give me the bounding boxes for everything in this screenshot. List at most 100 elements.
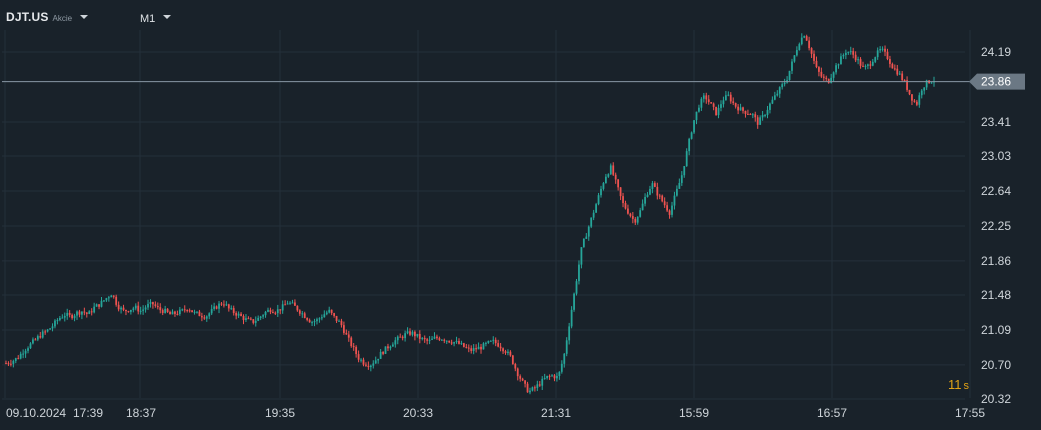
candle-up xyxy=(328,309,331,313)
candle-down xyxy=(634,218,637,223)
price-axis-label: 23.41 xyxy=(981,115,1011,129)
candle-down xyxy=(622,196,624,204)
candle-down xyxy=(818,67,820,72)
candle-down xyxy=(470,348,473,351)
candle-down xyxy=(5,363,7,365)
candle-up xyxy=(568,326,571,341)
candle-up xyxy=(440,339,443,341)
candle-up xyxy=(739,107,742,111)
candle-up xyxy=(649,188,651,195)
candle-up xyxy=(129,309,132,312)
candle-down xyxy=(617,179,620,188)
candle-up xyxy=(110,295,113,298)
candle-up xyxy=(864,65,867,67)
candle-down xyxy=(658,195,661,197)
candle-up xyxy=(88,311,91,315)
price-axis-label: 21.09 xyxy=(981,323,1011,337)
candle-up xyxy=(507,351,509,353)
candle-down xyxy=(732,101,735,103)
candle-up xyxy=(671,205,673,215)
candle-up xyxy=(590,217,593,227)
time-axis-label: 17:39 xyxy=(73,406,103,420)
candle-down xyxy=(854,54,857,61)
candle-up xyxy=(105,298,108,301)
candle-up xyxy=(879,49,882,51)
candle-up xyxy=(58,317,61,321)
candle-down xyxy=(156,305,159,308)
candle-down xyxy=(707,99,710,103)
candle-up xyxy=(120,307,122,310)
timeframe-selector[interactable]: M1 xyxy=(140,13,172,25)
candle-up xyxy=(683,166,686,176)
candle-down xyxy=(382,351,384,354)
time-axis-label: 15:59 xyxy=(679,406,709,420)
candle-up xyxy=(578,264,580,282)
candle-up xyxy=(27,348,29,351)
candle-up xyxy=(134,305,137,309)
candle-up xyxy=(433,336,436,339)
candle-up xyxy=(769,103,771,110)
candle-down xyxy=(521,378,524,381)
candle-down xyxy=(465,346,468,348)
candle-up xyxy=(289,302,291,304)
candle-up xyxy=(795,50,798,56)
candle-down xyxy=(656,186,659,196)
candle-up xyxy=(320,317,323,319)
candle-down xyxy=(494,339,497,344)
chevron-down-icon xyxy=(163,15,172,19)
candle-up xyxy=(609,165,612,175)
candle-up xyxy=(81,311,83,315)
candle-up xyxy=(95,304,98,307)
candle-down xyxy=(663,201,666,206)
candle-up xyxy=(685,151,688,167)
candle-down xyxy=(815,60,818,68)
chart-toolbar: DJT.US Akcie M1 xyxy=(0,0,960,36)
candle-down xyxy=(112,295,115,297)
candle-down xyxy=(247,318,250,320)
candle-down xyxy=(553,375,556,379)
candle-up xyxy=(144,307,147,310)
candle-down xyxy=(862,65,864,67)
candle-down xyxy=(458,341,460,344)
candle-down xyxy=(533,387,536,389)
current-price-tag[interactable] xyxy=(969,73,1025,90)
candle-up xyxy=(49,328,51,330)
candle-up xyxy=(673,195,676,206)
candle-down xyxy=(44,331,47,333)
candle-down xyxy=(519,376,522,379)
candle-up xyxy=(543,378,546,380)
candle-down xyxy=(350,337,353,347)
symbol-selector[interactable]: DJT.US Akcie xyxy=(6,10,89,24)
candle-up xyxy=(651,183,654,189)
candle-down xyxy=(869,64,872,66)
candle-down xyxy=(154,304,157,306)
candle-down xyxy=(399,336,402,338)
candle-down xyxy=(852,51,855,55)
candle-up xyxy=(193,311,196,313)
candle-up xyxy=(132,308,135,310)
candle-down xyxy=(911,94,913,101)
candle-up xyxy=(898,73,901,75)
candle-up xyxy=(783,82,786,85)
candle-up xyxy=(778,87,781,94)
symbol-name: DJT.US xyxy=(6,10,49,24)
candle-up xyxy=(840,56,842,65)
candle-down xyxy=(443,339,446,341)
price-axis-label: 24.19 xyxy=(981,45,1011,59)
candle-down xyxy=(223,304,225,306)
candle-up xyxy=(646,194,649,197)
candle-up xyxy=(51,326,54,329)
candle-down xyxy=(335,315,338,321)
candle-up xyxy=(369,365,372,368)
candle-up xyxy=(639,210,642,217)
time-axis-label: 20:33 xyxy=(403,406,433,420)
candle-down xyxy=(98,304,100,307)
candle-down xyxy=(39,336,42,338)
candle-down xyxy=(342,325,345,333)
candle-up xyxy=(563,353,566,364)
candle-down xyxy=(893,68,896,70)
candle-up xyxy=(482,343,485,350)
candle-up xyxy=(871,61,874,66)
